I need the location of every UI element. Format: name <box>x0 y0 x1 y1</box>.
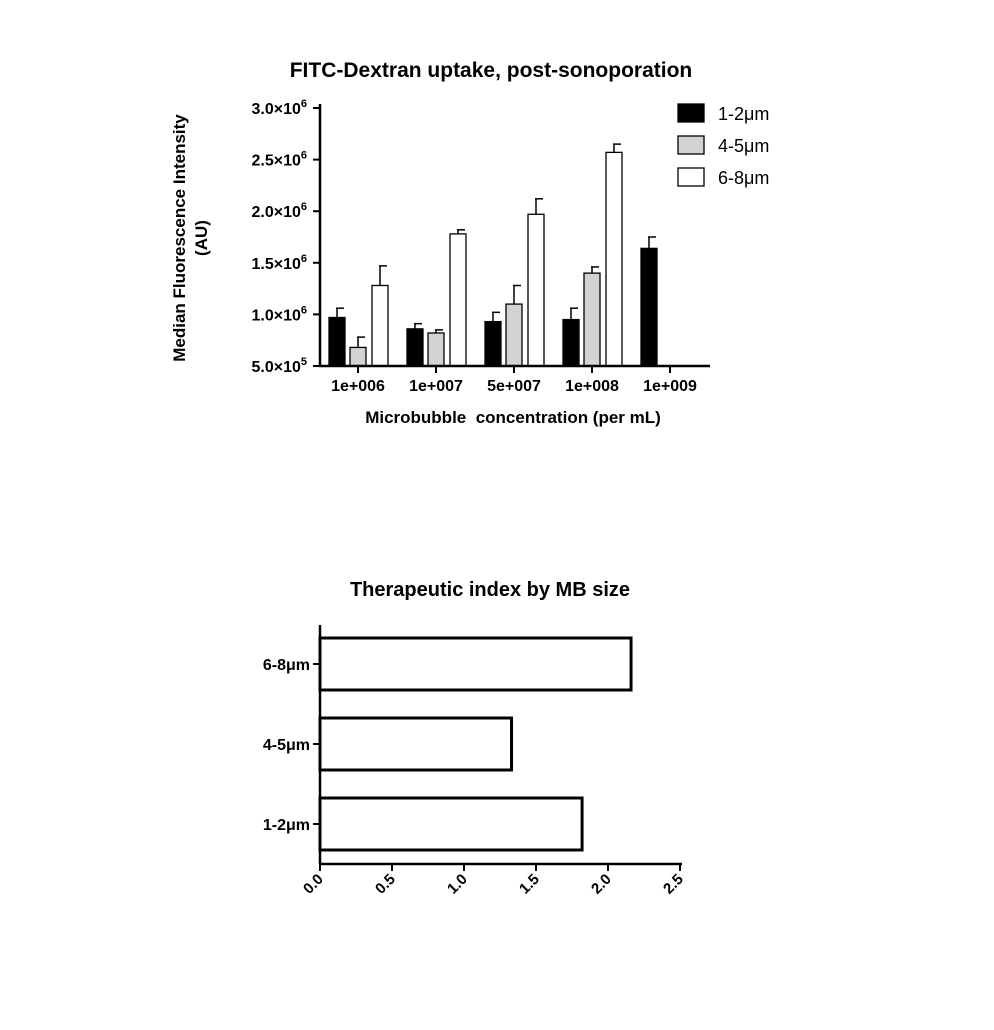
uptake-bar <box>371 284 389 367</box>
uptake-bar <box>484 320 502 367</box>
uptake-bar <box>562 318 580 367</box>
uptake-bar <box>349 346 367 367</box>
therapeutic-index-category-ticks: 6-8μm 4-5μm 1-2μm <box>263 657 320 834</box>
uptake-bar <box>406 328 424 367</box>
uptake-bars <box>328 151 658 367</box>
uptake-chart-title: FITC-Dextran uptake, post-sonoporation <box>290 59 693 82</box>
therapeutic-index-x-tick-label: 2.0 <box>588 871 615 898</box>
uptake-x-tick-label: 1e+008 <box>565 378 619 395</box>
uptake-x-axis-label: Microbubble concentration (per mL) <box>365 408 661 427</box>
uptake-bar <box>328 316 346 367</box>
therapeutic-index-x-tick-label: 1.0 <box>444 871 471 898</box>
uptake-y-axis-label-line-1: Median Fluorescence Intensity <box>170 114 189 362</box>
uptake-legend: 1-2μm 4-5μm 6-8μm <box>677 103 769 188</box>
uptake-bar <box>449 233 467 367</box>
uptake-legend-label: 6-8μm <box>718 168 769 188</box>
uptake-y-axis-label-line-2: (AU) <box>192 220 211 256</box>
uptake-bar <box>583 272 601 367</box>
uptake-bar <box>505 303 523 367</box>
uptake-error-bars <box>336 143 656 348</box>
uptake-bar <box>427 332 445 367</box>
therapeutic-index-x-tick-label: 2.5 <box>660 871 687 898</box>
uptake-y-tick-label: 2.0×106 <box>251 201 307 221</box>
uptake-legend-swatch <box>677 135 705 155</box>
uptake-x-tick-label: 1e+006 <box>331 378 385 395</box>
therapeutic-index-category-label: 4-5μm <box>263 737 310 754</box>
uptake-bar <box>527 213 545 367</box>
uptake-x-tick-label: 1e+007 <box>409 378 463 395</box>
uptake-y-tick-label: 5.0×105 <box>251 356 307 376</box>
uptake-x-tick-label: 5e+007 <box>487 378 541 395</box>
therapeutic-index-bars <box>318 636 633 852</box>
uptake-y-tick-label: 2.5×106 <box>251 150 307 170</box>
therapeutic-index-x-tick-label: 0.5 <box>372 871 399 898</box>
uptake-legend-swatch <box>677 103 705 123</box>
therapeutic-index-bar <box>318 716 514 772</box>
uptake-bar <box>605 151 623 367</box>
uptake-y-tick-label: 1.0×106 <box>251 304 307 324</box>
therapeutic-index-category-label: 6-8μm <box>263 657 310 674</box>
uptake-y-tick-label: 3.0×106 <box>251 98 307 118</box>
therapeutic-index-category-label: 1-2μm <box>263 817 310 834</box>
uptake-y-ticks: 5.0×105 1.0×106 1.5×106 2.0×106 2.5×106 3.0×1… <box>251 98 320 376</box>
uptake-x-tick-label: 1e+009 <box>643 378 697 395</box>
uptake-y-tick-label: 1.5×106 <box>251 253 307 273</box>
uptake-bar <box>640 247 658 367</box>
therapeutic-index-x-ticks: 0.0 0.5 1.0 1.5 2.0 2.5 <box>300 864 687 898</box>
therapeutic-index-bar <box>318 796 584 852</box>
uptake-x-ticks: 1e+006 1e+007 5e+007 1e+008 1e+009 <box>331 366 697 395</box>
uptake-legend-swatch <box>677 167 705 187</box>
uptake-legend-label: 1-2μm <box>718 104 769 124</box>
therapeutic-index-x-tick-label: 0.0 <box>300 871 327 898</box>
therapeutic-index-chart: Therapeutic index by MB size 6-8μm 4-5μm 1… <box>263 579 687 898</box>
therapeutic-index-bar <box>318 636 633 692</box>
therapeutic-index-x-tick-label: 1.5 <box>516 871 543 898</box>
uptake-chart: FITC-Dextran uptake, post-sonoporation M… <box>170 59 769 427</box>
uptake-y-axis-label: Median Fluorescence Intensity (AU) <box>170 114 211 362</box>
uptake-legend-label: 4-5μm <box>718 136 769 156</box>
therapeutic-index-title: Therapeutic index by MB size <box>350 579 630 601</box>
